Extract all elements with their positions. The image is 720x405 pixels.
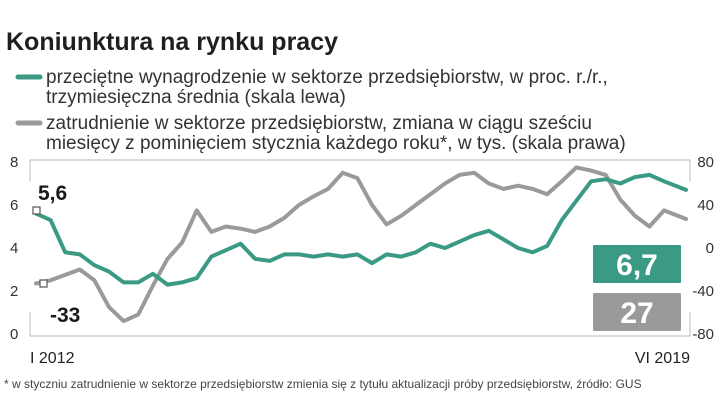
plot-area: [29, 159, 691, 337]
y-right-tick: 80: [697, 154, 714, 171]
x-label-start: I 2012: [30, 350, 75, 367]
y-axis-right: 80 40 0 -40 -80: [692, 154, 714, 343]
y-right-tick: 40: [697, 197, 714, 214]
start-value-employment: -33: [50, 304, 80, 327]
start-marker-employment: [39, 279, 48, 288]
legend: przeciętne wynagrodzenie w sektorze prze…: [15, 67, 626, 154]
legend-label-employment-line2: miesięcy z pominięciem stycznia każdego …: [46, 133, 626, 154]
start-value-wages: 5,6: [38, 182, 67, 205]
footnote: * w styczniu zatrudnienie w sektorze prz…: [4, 377, 642, 391]
y-left-tick: 6: [10, 197, 18, 214]
y-axis-left: 8 6 4 2 0: [10, 154, 18, 343]
y-left-tick: 8: [10, 154, 18, 171]
y-right-tick: -40: [692, 283, 714, 300]
x-label-end: VI 2019: [635, 350, 690, 367]
start-marker-wages: [32, 206, 41, 215]
legend-label-wages-line2: trzymiesięczna średnia (skala lewa): [46, 87, 346, 108]
y-right-tick: 0: [706, 240, 714, 257]
series-line-employment: [34, 165, 688, 324]
y-left-tick: 0: [10, 326, 18, 343]
y-left-tick: 2: [10, 283, 18, 300]
legend-label-employment-line1: zatrudnienie w sektorze przedsiębiorstw,…: [46, 113, 592, 134]
y-right-tick: -80: [692, 326, 714, 343]
chart-title: Koniunktura na rynku pracy: [6, 28, 338, 56]
legend-label-wages-line1: przeciętne wynagrodzenie w sektorze prze…: [46, 67, 608, 88]
end-badge-employment: 27: [591, 291, 683, 333]
end-value-employment: 27: [620, 297, 653, 330]
y-left-tick: 4: [10, 240, 18, 257]
end-badge-wages: 6,7: [591, 243, 683, 285]
end-value-wages: 6,7: [616, 249, 658, 282]
series-line-wages: [34, 172, 688, 287]
